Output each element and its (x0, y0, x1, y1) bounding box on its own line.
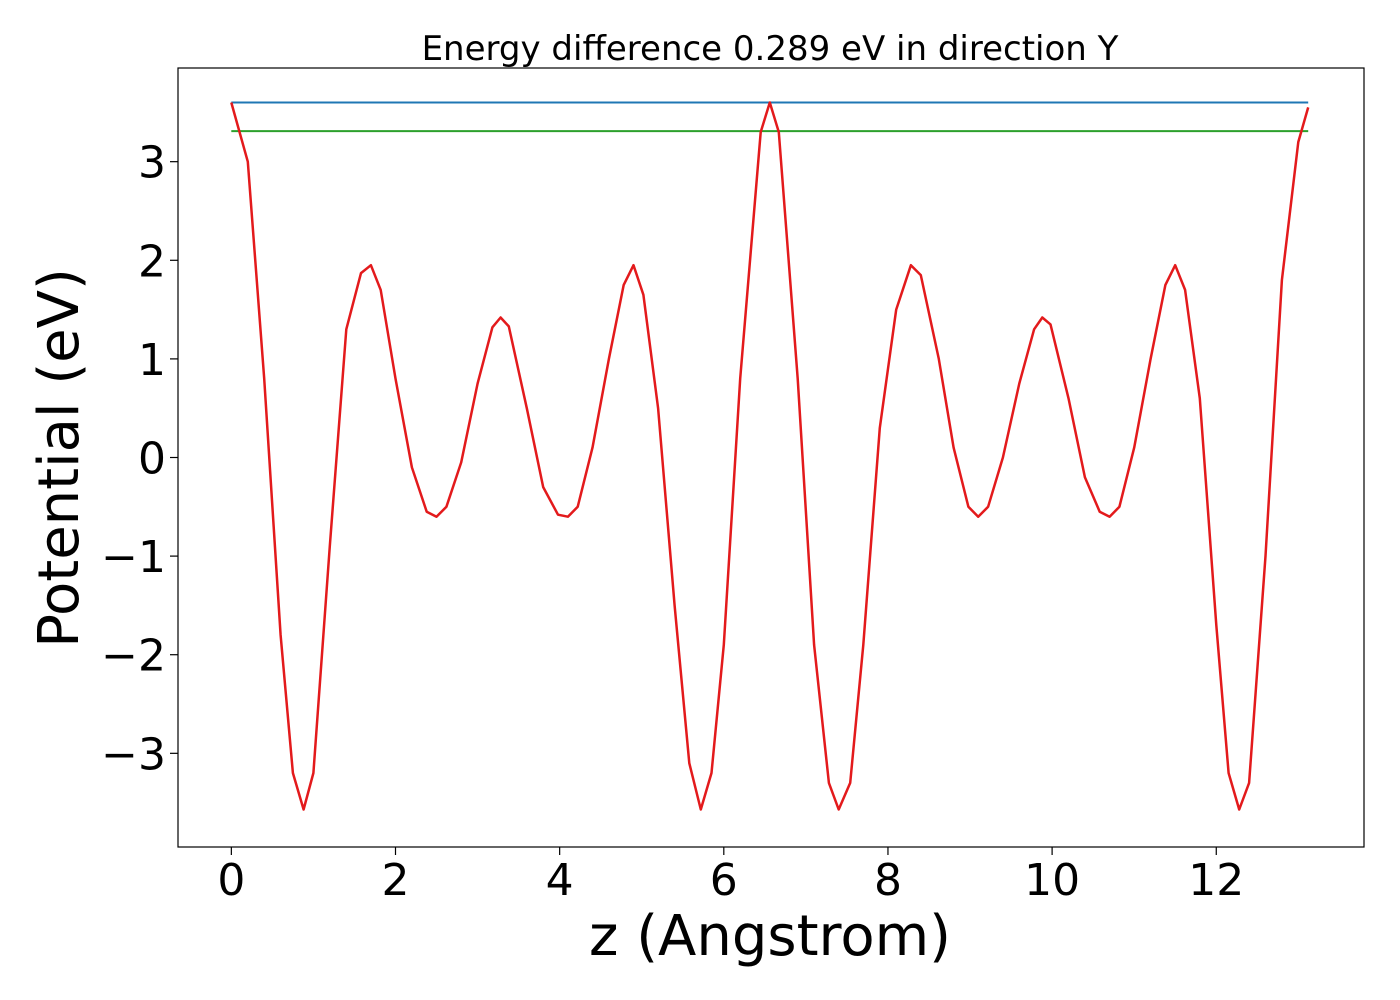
x-tick-label: 2 (382, 855, 410, 906)
x-tick-label: 0 (217, 855, 245, 906)
y-tick-label: 1 (138, 335, 166, 386)
y-tick-label: 0 (138, 434, 166, 485)
y-tick-label: −1 (101, 532, 166, 583)
y-tick-label: 2 (138, 236, 166, 287)
y-axis-label: Potential (eV) (27, 268, 92, 648)
y-tick-label: 3 (138, 138, 166, 189)
chart-title: Energy difference 0.289 eV in direction … (422, 29, 1119, 69)
y-tick-label: −3 (101, 729, 166, 780)
plot-lines (230, 101, 1310, 811)
y-tick-label: −2 (101, 631, 166, 682)
y-axis: −3 −2 −1 0 1 2 3 (101, 138, 178, 780)
x-tick-label: 8 (874, 855, 902, 906)
x-tick-label: 4 (546, 855, 574, 906)
x-axis-label: z (Angstrom) (589, 904, 951, 969)
plot-frame (177, 67, 1365, 848)
series-line-2 (230, 101, 1310, 811)
x-axis: 0 2 4 6 8 10 12 (217, 847, 1244, 906)
x-tick-label: 10 (1024, 855, 1080, 906)
x-tick-label: 6 (710, 855, 738, 906)
x-tick-label: 12 (1188, 855, 1244, 906)
